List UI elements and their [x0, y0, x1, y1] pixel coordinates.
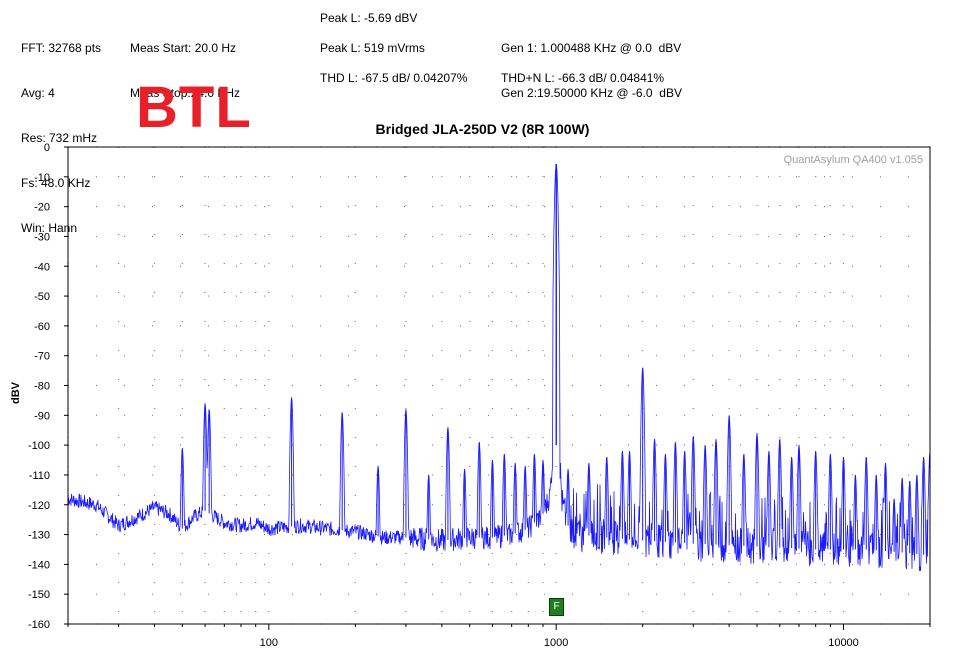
y-tick-label: -140 [28, 559, 50, 571]
spectrum-trace [67, 163, 931, 572]
resolution: Res: 732 mHz [21, 131, 98, 145]
y-tick-label: -20 [34, 202, 50, 214]
y-tick-label: -40 [34, 261, 50, 273]
peak-level-rms: Peak L: 519 mVrms [320, 41, 425, 55]
y-tick-label: -130 [28, 530, 50, 542]
software-watermark: QuantAsylum QA400 v1.055 [783, 154, 923, 166]
y-tick-label: -110 [29, 470, 50, 482]
fft-points: FFT: 32768 pts [21, 41, 102, 55]
plot-border [67, 146, 931, 625]
thd-readout: THD L: -67.5 dB/ 0.04207% [320, 71, 468, 85]
sample-rate: Fs: 48.0 KHz [21, 176, 91, 190]
meas-stop: Meas Stop:24.0 KHz [130, 86, 241, 100]
y-tick-label: -70 [34, 351, 50, 363]
btl-overlay-label: BTL [136, 75, 252, 140]
generator-2: Gen 2:19.50000 KHz @ -6.0 dBV [501, 86, 682, 100]
measurement-range-block: Meas Start: 20.0 Hz Meas Stop:24.0 KHz [130, 11, 240, 131]
meas-start: Meas Start: 20.0 Hz [130, 41, 237, 55]
y-tick-label: -30 [34, 231, 50, 243]
y-axis-label: dBV [10, 381, 22, 404]
y-tick-label: -50 [34, 291, 50, 303]
averages: Avg: 4 [21, 86, 55, 100]
window-function: Win: Hann [21, 221, 78, 235]
generator-1: Gen 1: 1.000488 KHz @ 0.0 dBV [501, 41, 682, 55]
y-tick-label: -10 [34, 172, 50, 184]
tick-layer: 0 -10 -20 -30 -40 -50 -60 -70 -80 -90 -100 -110 -120… [28, 142, 931, 649]
y-tick-label: -160 [28, 619, 50, 631]
fundamental-marker[interactable]: F [549, 598, 564, 616]
y-tick-label: -60 [34, 321, 50, 333]
y-tick-label: -80 [34, 381, 50, 393]
x-tick-label: 100 [260, 637, 278, 649]
grid-layer [67, 146, 931, 625]
peak-level-dbv: Peak L: -5.69 dBV [320, 11, 418, 25]
x-tick-label: 1000 [544, 637, 568, 649]
generator-block: Gen 1: 1.000488 KHz @ 0.0 dBV Gen 2:19.5… [501, 11, 682, 131]
y-tick-label: -120 [28, 500, 50, 512]
y-tick-label: 0 [44, 142, 50, 154]
x-tick-label: 10000 [828, 637, 859, 649]
thdn-readout: THD+N L: -66.3 dB/ 0.04841% [501, 71, 665, 85]
y-tick-label: -100 [28, 440, 50, 452]
chart-title: Bridged JLA-250D V2 (8R 100W) [375, 121, 590, 137]
y-tick-label: -90 [34, 410, 50, 422]
spectrum-trace-layer [67, 163, 931, 572]
y-tick-label: -150 [28, 589, 50, 601]
fft-settings-block: FFT: 32768 pts Avg: 4 Res: 732 mHz Fs: 4… [21, 11, 101, 266]
